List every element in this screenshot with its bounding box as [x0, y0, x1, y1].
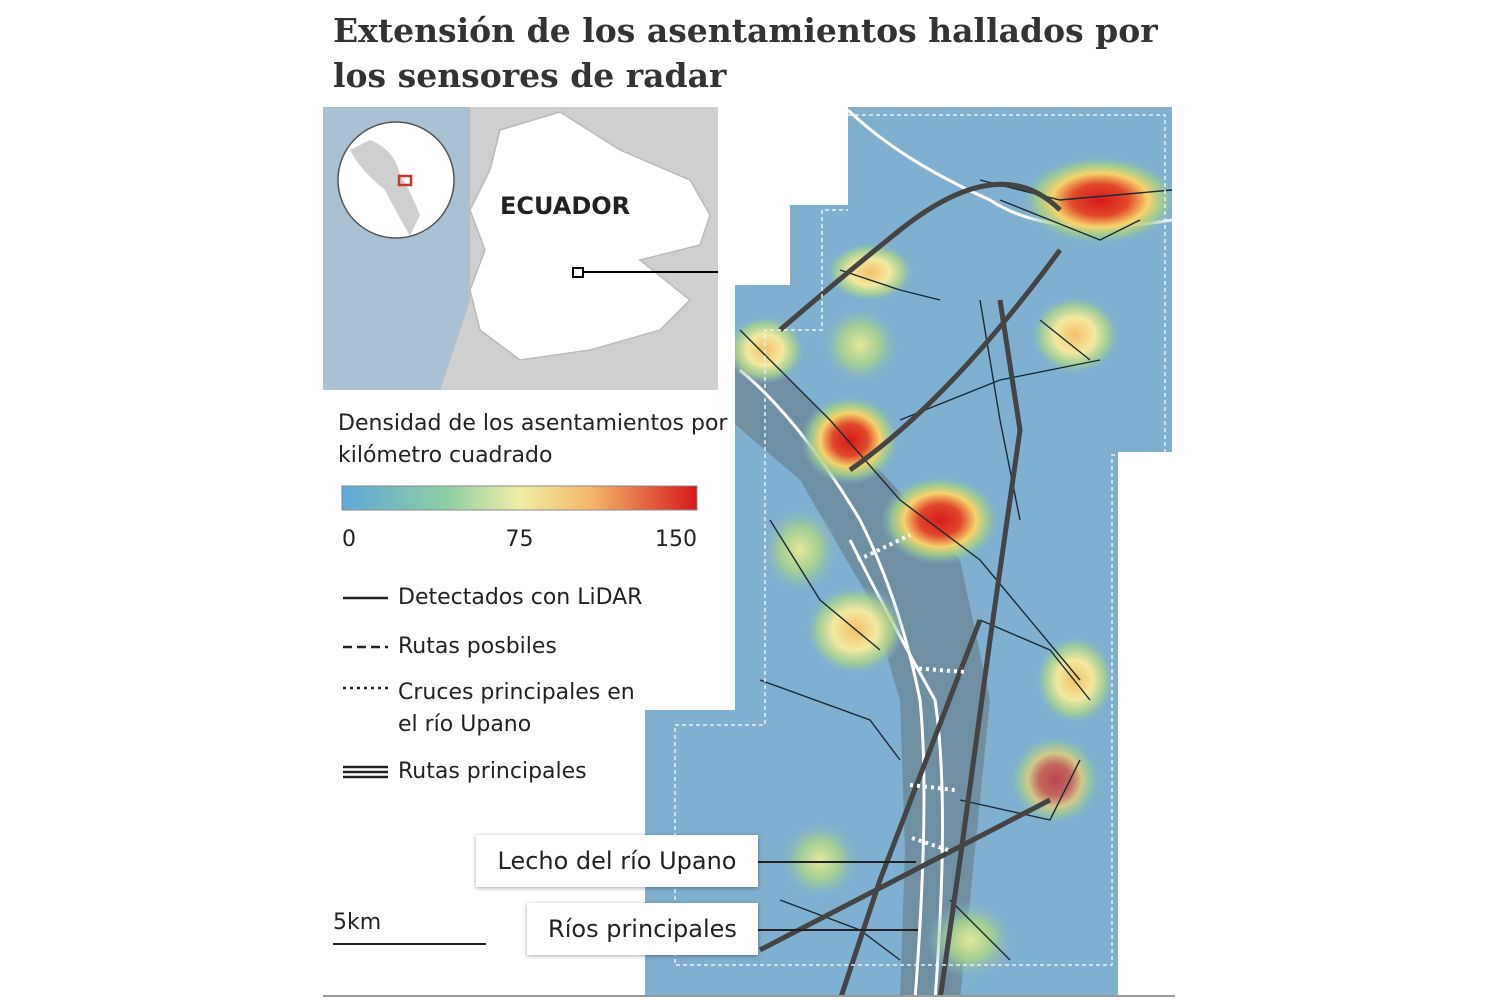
legend-symbols — [341, 485, 698, 779]
legend-item: Rutas principales — [398, 759, 587, 784]
colorbar — [341, 485, 698, 511]
scale-label: 5km — [333, 910, 382, 935]
country-label: ECUADOR — [500, 192, 631, 220]
callout: Lecho del río Upano — [476, 835, 758, 887]
callout: Ríos principales — [527, 903, 758, 955]
colorbar-tick-label: 75 — [506, 527, 534, 552]
colorbar-tick-label: 150 — [655, 527, 697, 552]
legend-title: Densidad de los asentamientos por kilóme… — [338, 411, 728, 468]
title: Extensión de los asentamientos hallados … — [333, 11, 1158, 95]
inset-map — [323, 107, 718, 390]
legend-item: Rutas posbiles — [398, 634, 557, 659]
legend-item: Detectados con LiDAR — [398, 585, 643, 610]
colorbar-ticks: 0 75 150 — [342, 527, 697, 552]
colorbar-tick-label: 0 — [342, 527, 356, 552]
legend-item: Cruces principales en el río Upano — [398, 680, 635, 737]
